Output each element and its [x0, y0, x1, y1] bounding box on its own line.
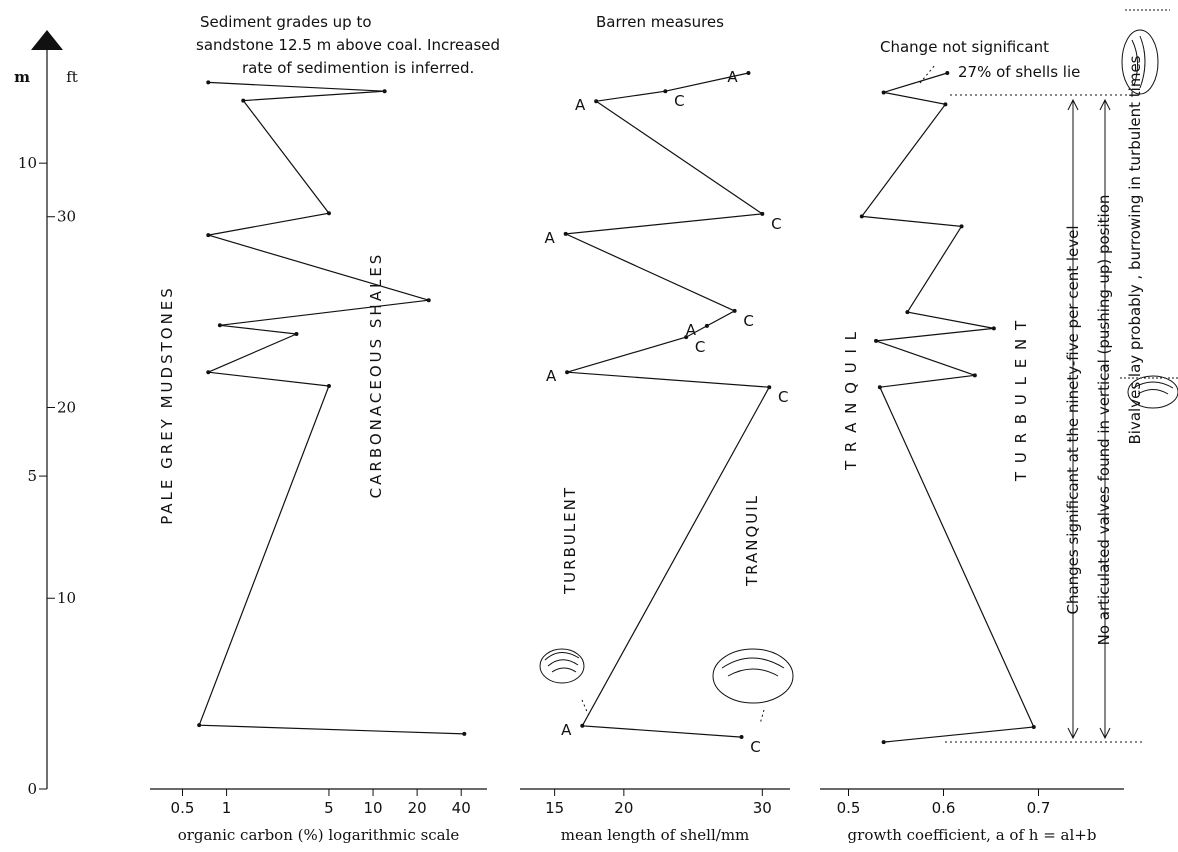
data-point	[327, 211, 331, 215]
data-point	[241, 99, 245, 103]
x-tick-label: 10	[363, 799, 382, 817]
lithology-label: CARBONACEOUS SHALES	[367, 252, 385, 499]
point-label: C	[695, 338, 705, 356]
y2-tick-label: 10	[57, 589, 76, 607]
data-point	[206, 80, 210, 84]
data-point	[874, 339, 878, 343]
x-tick-label: 5	[324, 799, 334, 817]
x-tick-label: 0.5	[171, 799, 195, 817]
point-label: A	[727, 68, 738, 86]
point-label: C	[674, 92, 684, 110]
data-point	[767, 385, 771, 389]
point-label: C	[743, 312, 753, 330]
x-tick-label: 40	[452, 799, 471, 817]
data-point	[882, 90, 886, 94]
y-unit: m	[14, 68, 30, 86]
annotation: Change not significant	[880, 38, 1049, 56]
x-axis-label: mean length of shell/mm	[561, 826, 750, 844]
data-point	[383, 89, 387, 93]
data-point	[943, 102, 947, 106]
data-line	[199, 82, 464, 734]
x-tick-label: 0.5	[837, 799, 861, 817]
x-tick-label: 20	[614, 799, 633, 817]
point-label: A	[546, 367, 557, 385]
data-point	[294, 332, 298, 336]
regime-label: TRANQUIL	[743, 494, 761, 587]
data-point	[705, 324, 709, 328]
point-label: A	[575, 96, 586, 114]
axis-arrow	[31, 30, 63, 50]
regime-label: T R A N Q U I L	[842, 330, 860, 471]
regime-label: TURBULENT	[561, 486, 579, 595]
data-point	[218, 323, 222, 327]
lithology-label: PALE GREY MUDSTONES	[158, 285, 176, 525]
y2-tick-label: 30	[57, 208, 76, 226]
data-point	[960, 224, 964, 228]
data-point	[878, 385, 882, 389]
data-line	[862, 73, 1034, 742]
data-point	[1032, 725, 1036, 729]
data-line	[566, 73, 770, 737]
y-tick-label: 10	[18, 154, 37, 172]
y-tick-label: 0	[27, 780, 37, 798]
y2-unit: ft	[66, 68, 78, 86]
y-tick-label: 5	[27, 467, 37, 485]
data-point	[882, 740, 886, 744]
annotation: Barren measures	[596, 13, 724, 31]
x-tick-label: 15	[545, 799, 564, 817]
data-point	[746, 71, 750, 75]
figure: m ft Sediment grades up to sandstone 12.…	[0, 0, 1178, 852]
data-point	[565, 370, 569, 374]
annotation: Sediment grades up to	[200, 13, 372, 31]
point-label: C	[778, 388, 788, 406]
x-tick-label: 1	[222, 799, 232, 817]
data-point	[740, 735, 744, 739]
side-note: Bivalves lay probably , burrowing in tur…	[1126, 55, 1144, 444]
shell-icon	[540, 649, 793, 724]
data-point	[197, 723, 201, 727]
x-tick-label: 30	[753, 799, 772, 817]
data-point	[663, 89, 667, 93]
data-point	[427, 298, 431, 302]
data-point	[462, 732, 466, 736]
x-tick-label: 20	[408, 799, 427, 817]
x-axis-label: growth coefficient, a of h = al+b	[848, 826, 1097, 844]
x-axis-label: organic carbon (%) logarithmic scale	[178, 826, 460, 844]
annotation: rate of sedimention is inferred.	[242, 59, 474, 77]
y2-tick-label: 20	[57, 398, 76, 416]
data-point	[973, 373, 977, 377]
regime-label: T U R B U L E N T	[1012, 319, 1030, 482]
data-point	[905, 310, 909, 314]
point-label: C	[771, 215, 781, 233]
point-label: A	[545, 229, 556, 247]
data-point	[206, 370, 210, 374]
data-point	[860, 214, 864, 218]
x-tick-label: 0.6	[932, 799, 956, 817]
annotation: sandstone 12.5 m above coal. Increased	[196, 36, 500, 54]
data-point	[733, 309, 737, 313]
data-point	[760, 212, 764, 216]
data-point	[327, 384, 331, 388]
data-point	[206, 233, 210, 237]
data-point	[684, 335, 688, 339]
data-point	[580, 724, 584, 728]
point-label: C	[750, 738, 760, 756]
point-label: A	[561, 721, 572, 739]
data-point	[594, 99, 598, 103]
x-tick-label: 0.7	[1027, 799, 1051, 817]
data-point	[564, 232, 568, 236]
side-note: No articulated valves found in vertical …	[1095, 195, 1113, 646]
data-point	[945, 71, 949, 75]
data-point	[992, 326, 996, 330]
annotation: 27% of shells lie	[958, 63, 1080, 81]
